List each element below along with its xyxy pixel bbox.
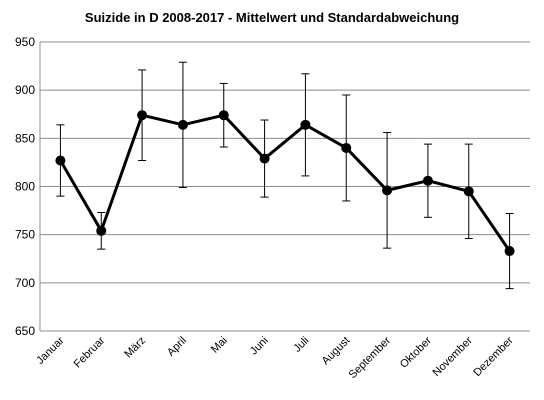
y-axis-tick-labels: 650 700 750 800 850 900 950 bbox=[15, 35, 35, 338]
data-point bbox=[341, 142, 352, 153]
data-point bbox=[422, 175, 433, 186]
x-tick-label: Januar bbox=[34, 334, 67, 367]
y-tick-label: 650 bbox=[15, 324, 35, 338]
data-point bbox=[382, 185, 393, 196]
data-point bbox=[504, 246, 515, 257]
data-point bbox=[55, 155, 66, 166]
y-tick-label: 900 bbox=[15, 83, 35, 97]
data-point bbox=[259, 153, 270, 164]
x-tick-label: Februar bbox=[72, 334, 108, 370]
gridlines bbox=[39, 41, 530, 332]
x-tick-label: Mai bbox=[209, 335, 230, 356]
y-tick-label: 800 bbox=[15, 180, 35, 194]
x-tick-label: März bbox=[122, 335, 148, 361]
x-tick-label: Oktober bbox=[398, 334, 434, 370]
x-tick-label: April bbox=[165, 335, 189, 359]
x-axis-tick-labels: Januar Februar März April Mai Juni Juli AugustS… bbox=[34, 334, 516, 381]
x-tick-label: November bbox=[431, 334, 476, 379]
data-point bbox=[218, 110, 229, 121]
data-point bbox=[177, 119, 188, 130]
x-tick-label: Juli bbox=[291, 335, 311, 355]
y-tick-label: 950 bbox=[15, 35, 35, 49]
data-point bbox=[96, 225, 107, 236]
x-tick-label: August bbox=[320, 335, 353, 368]
data-points bbox=[55, 110, 515, 257]
y-tick-label: 700 bbox=[15, 276, 35, 290]
error-bars bbox=[56, 61, 514, 290]
series-polyline bbox=[59, 113, 511, 252]
x-tick-label: Juni bbox=[248, 335, 271, 358]
data-point bbox=[137, 110, 148, 121]
data-point bbox=[463, 186, 474, 197]
series-line bbox=[59, 113, 511, 252]
y-tick-label: 750 bbox=[15, 228, 35, 242]
data-point bbox=[300, 119, 311, 130]
x-tick-label: September bbox=[347, 334, 394, 381]
chart-title: Suizide in D 2008-2017 - Mittelwert und … bbox=[85, 10, 459, 25]
x-tick-label: Dezember bbox=[471, 334, 516, 379]
y-tick-label: 850 bbox=[15, 131, 35, 145]
